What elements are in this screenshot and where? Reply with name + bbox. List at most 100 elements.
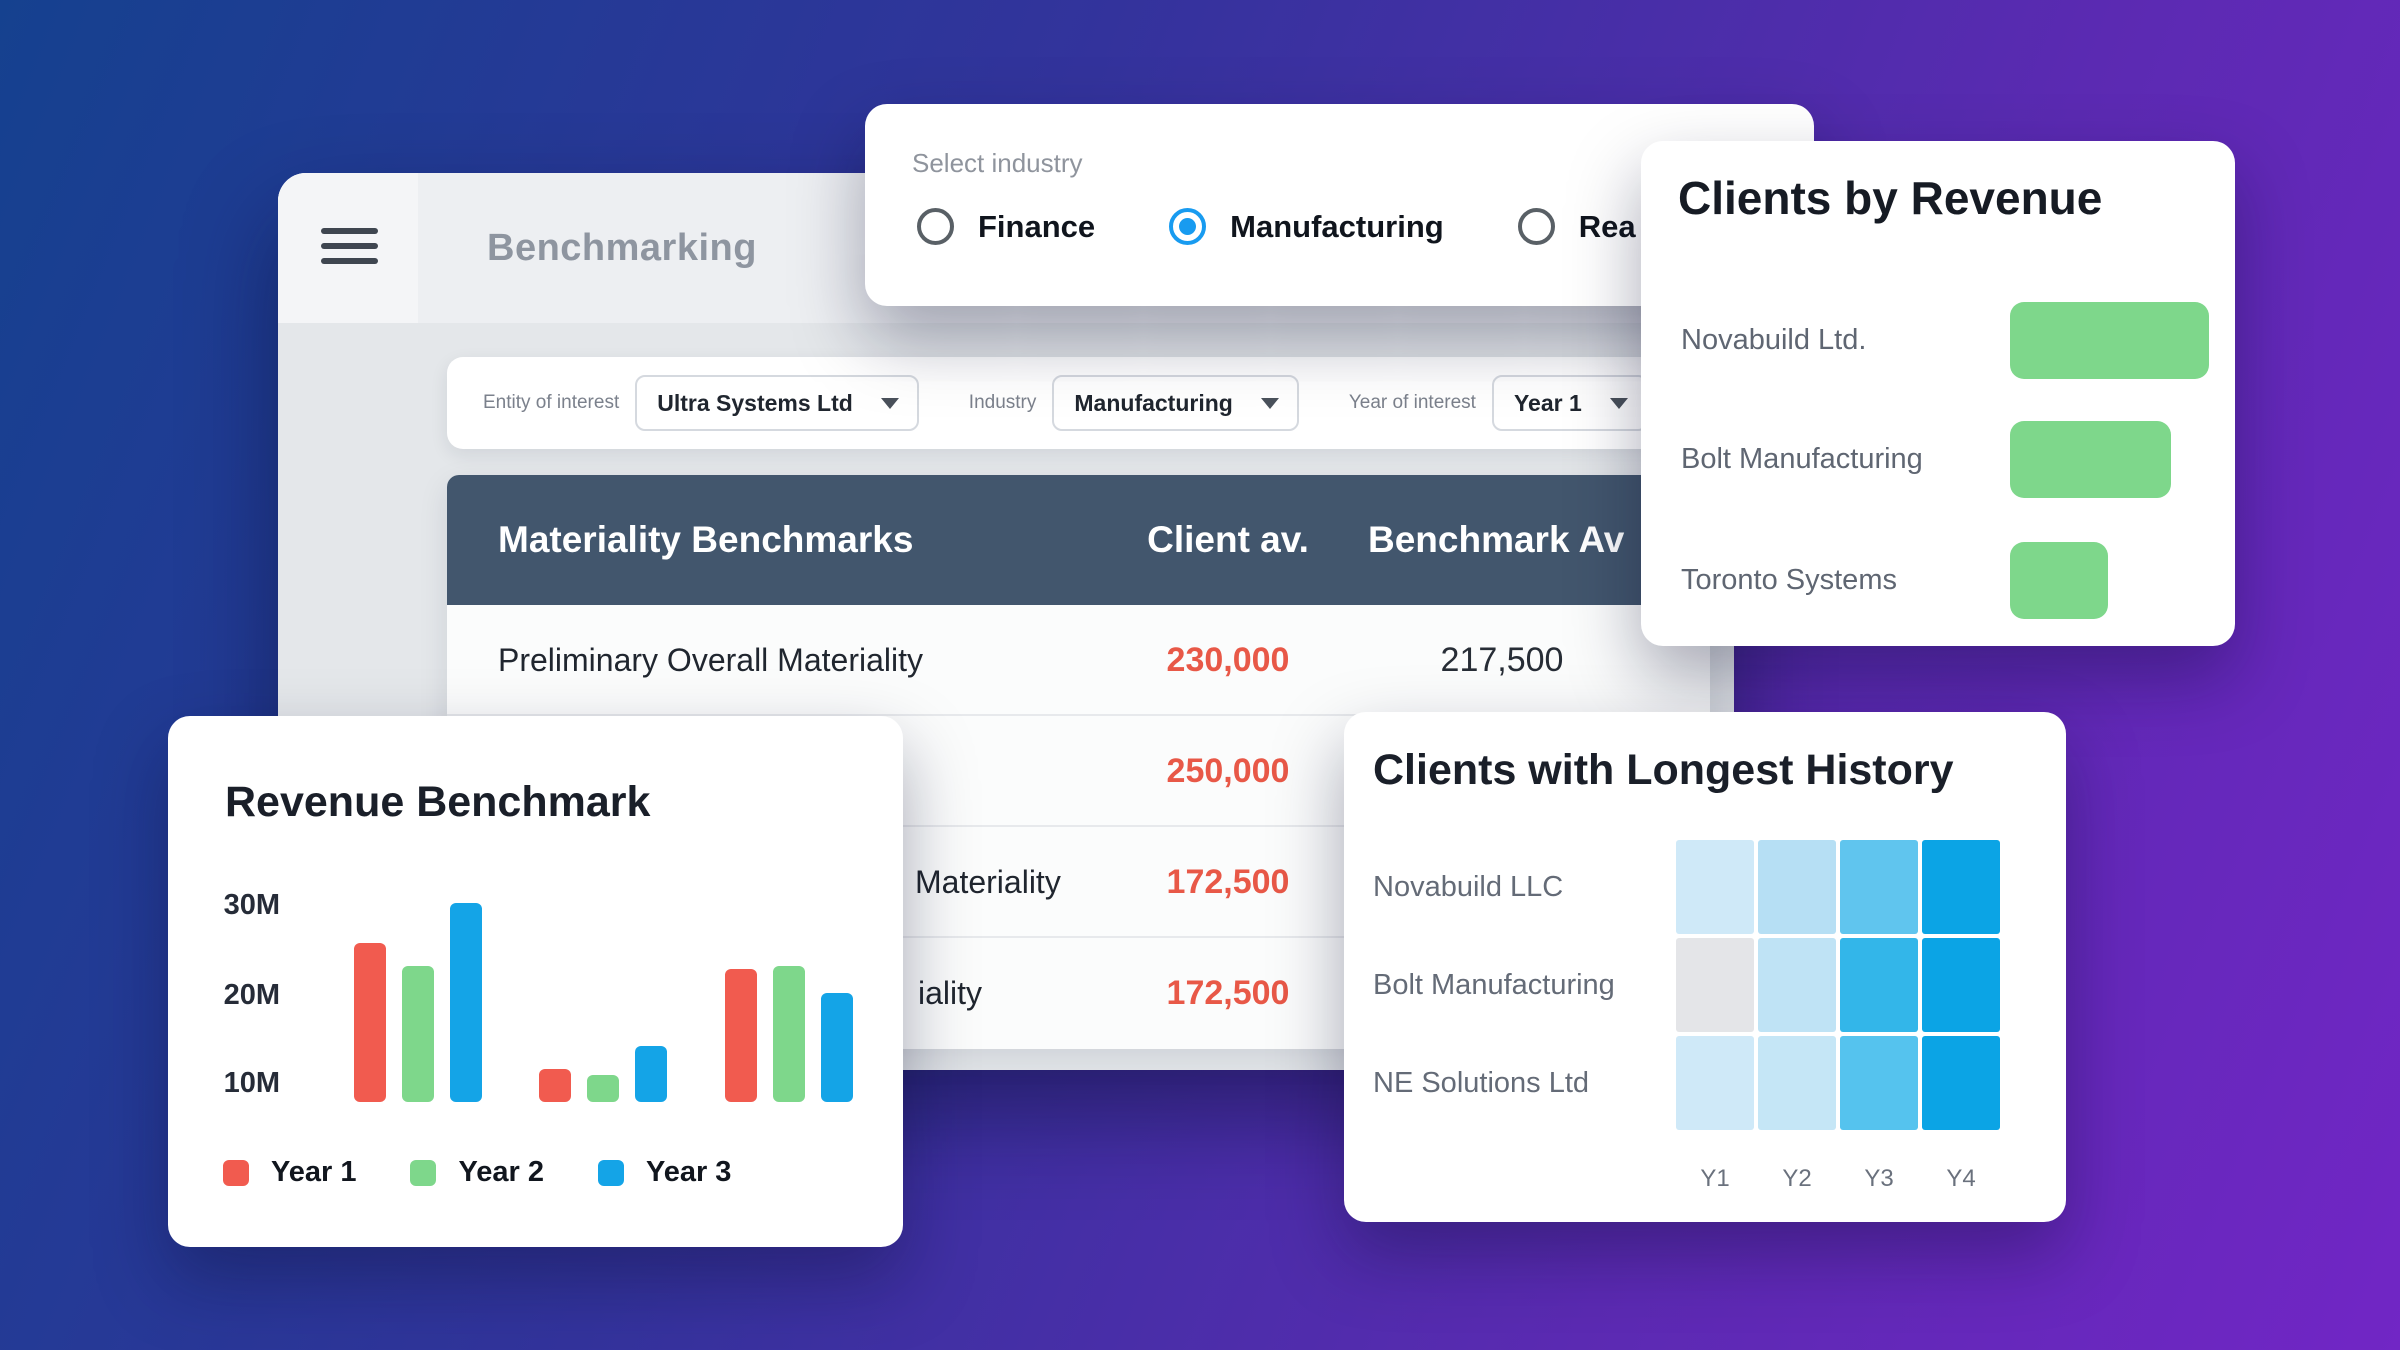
select-industry-label: Select industry xyxy=(912,148,1083,178)
heatmap-cell xyxy=(1840,938,1918,1032)
heatmap-cell xyxy=(1676,1036,1754,1130)
table-header: Materiality Benchmarks Client av. Benchm… xyxy=(447,475,1710,605)
heatmap-column-label: Y3 xyxy=(1864,1165,1894,1192)
y-axis-tick: 10M xyxy=(223,1067,280,1099)
revenue-client-name: Bolt Manufacturing xyxy=(1681,443,1923,475)
column-benchmark-average: Benchmark Av xyxy=(1368,519,1625,560)
legend-swatch-icon xyxy=(597,1159,624,1186)
bar-year-3 xyxy=(450,903,482,1102)
dropdown-value-entity-of-interest: Ultra Systems Ltd xyxy=(657,389,853,416)
bar-year-2 xyxy=(402,966,434,1102)
filter-year-of-interest: Year of interest Year 1 xyxy=(1349,375,1648,431)
bar-year-1 xyxy=(539,1069,571,1102)
heatmap-column-label: Y4 xyxy=(1946,1165,1976,1192)
heatmap-cell xyxy=(1922,840,2000,934)
dropdown-value-year-of-interest: Year 1 xyxy=(1513,389,1582,416)
revenue-benchmark-title: Revenue Benchmark xyxy=(225,778,651,826)
revenue-bar xyxy=(2010,542,2108,619)
heatmap-cell xyxy=(1840,1036,1918,1130)
column-materiality-benchmarks: Materiality Benchmarks xyxy=(498,519,914,560)
chart-legend: Year 1 Year 2 Year 3 xyxy=(223,1156,731,1189)
legend-label: Year 3 xyxy=(645,1156,732,1188)
clients-by-revenue-card: Clients by Revenue Novabuild Ltd. Bolt Ma… xyxy=(1641,141,2235,646)
revenue-client-row: Bolt Manufacturing xyxy=(1641,421,2235,498)
revenue-client-name: Novabuild Ltd. xyxy=(1681,324,1867,356)
column-client-average: Client av. xyxy=(1147,519,1309,560)
radio-manufacturing-selected-icon[interactable] xyxy=(1169,208,1207,245)
legend-label: Year 2 xyxy=(458,1156,544,1188)
table-body: Preliminary Overall Materiality 230,000 21… xyxy=(447,605,1710,1049)
filter-bar: Entity of interest Ultra Systems Ltd Indus… xyxy=(447,357,1710,449)
filter-industry: Industry Manufacturing xyxy=(969,375,1299,431)
benchmark-average-value: 217,500 xyxy=(1440,641,1564,679)
industry-option-label: Rea xyxy=(1578,208,1636,244)
revenue-benchmark-card: Revenue Benchmark 30M 20M 10M Year 1 Year 2… xyxy=(168,716,903,1247)
table-row: iality 172,500 xyxy=(447,938,1710,1049)
industry-option-finance[interactable]: Finance xyxy=(917,208,1095,245)
radio-rea-icon[interactable] xyxy=(1517,208,1555,245)
heatmap-cell xyxy=(1922,1036,2000,1130)
heatmap-cell xyxy=(1676,938,1754,1032)
chevron-down-icon xyxy=(1609,397,1628,409)
dropdown-entity-of-interest[interactable]: Ultra Systems Ltd xyxy=(635,375,919,431)
industry-option-label: Finance xyxy=(978,208,1096,244)
revenue-client-row: Toronto Systems xyxy=(1641,542,2235,619)
industry-options: Finance Manufacturing Rea xyxy=(917,208,1636,245)
chevron-down-icon xyxy=(1260,397,1279,409)
dropdown-value-industry: Manufacturing xyxy=(1074,389,1233,416)
chevron-down-icon xyxy=(880,397,899,409)
history-client-name: Bolt Manufacturing xyxy=(1373,968,1615,1001)
radio-finance-icon[interactable] xyxy=(917,208,954,245)
history-client-name: NE Solutions Ltd xyxy=(1373,1066,1590,1099)
revenue-bar xyxy=(2010,302,2209,379)
bar-year-1 xyxy=(354,943,386,1102)
table-row: 250,000 xyxy=(447,716,1710,827)
legend-swatch-icon xyxy=(223,1159,249,1186)
filter-label-industry: Industry xyxy=(968,392,1037,413)
industry-option-rea[interactable]: Rea xyxy=(1517,208,1636,245)
row-label: iality xyxy=(918,975,983,1011)
heatmap-column-label: Y1 xyxy=(1700,1165,1730,1192)
bar-year-3 xyxy=(821,993,853,1102)
table-row: Materiality 172,500 xyxy=(447,827,1710,938)
heatmap-cell xyxy=(1840,840,1918,934)
longest-history-title: Clients with Longest History xyxy=(1373,746,1954,794)
table-row: Preliminary Overall Materiality 230,000 21… xyxy=(447,605,1710,716)
bar-year-1 xyxy=(725,969,757,1102)
industry-option-manufacturing[interactable]: Manufacturing xyxy=(1169,208,1444,245)
filter-label-year-of-interest: Year of interest xyxy=(1348,392,1476,413)
dropdown-year-of-interest[interactable]: Year 1 xyxy=(1491,375,1648,431)
y-axis-tick: 20M xyxy=(223,979,280,1011)
revenue-bar xyxy=(2010,421,2171,498)
industry-option-label: Manufacturing xyxy=(1230,208,1444,244)
row-label: Materiality xyxy=(915,864,1061,900)
legend-item-year-2: Year 2 xyxy=(410,1156,544,1189)
legend-swatch-icon xyxy=(410,1159,437,1186)
history-client-name: Novabuild LLC xyxy=(1373,870,1564,903)
heatmap-column-label: Y2 xyxy=(1782,1165,1812,1192)
hamburger-menu-icon[interactable] xyxy=(321,228,378,265)
row-label: Preliminary Overall Materiality xyxy=(498,642,923,678)
y-axis-tick: 30M xyxy=(223,889,280,921)
heatmap-cell xyxy=(1676,840,1754,934)
filter-entity-of-interest: Entity of interest Ultra Systems Ltd xyxy=(483,375,919,431)
page-title: Benchmarking xyxy=(487,226,757,269)
legend-item-year-1: Year 1 xyxy=(223,1156,356,1189)
longest-history-card: Clients with Longest History Novabuild L… xyxy=(1344,712,2066,1222)
dropdown-industry[interactable]: Manufacturing xyxy=(1052,375,1299,431)
filter-label-entity-of-interest: Entity of interest xyxy=(483,392,620,413)
revenue-client-name: Toronto Systems xyxy=(1681,564,1897,596)
bar-year-2 xyxy=(773,966,805,1102)
bar-year-2 xyxy=(587,1075,619,1102)
bar-year-3 xyxy=(635,1046,667,1102)
heatmap-cell xyxy=(1922,938,2000,1032)
legend-label: Year 1 xyxy=(271,1156,357,1188)
clients-by-revenue-title: Clients by Revenue xyxy=(1678,172,2103,224)
heatmap-cell xyxy=(1758,1036,1836,1130)
heatmap-cell xyxy=(1758,938,1836,1032)
client-average-value: 172,500 xyxy=(1166,974,1290,1012)
legend-item-year-3: Year 3 xyxy=(597,1156,732,1189)
client-average-value: 230,000 xyxy=(1166,641,1290,679)
client-average-value: 172,500 xyxy=(1166,863,1290,901)
